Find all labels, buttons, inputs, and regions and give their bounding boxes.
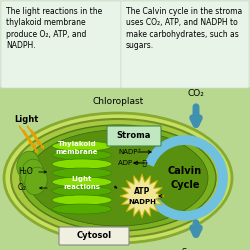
Text: ADP + Ⓟ: ADP + Ⓟ bbox=[118, 160, 147, 166]
Text: Sugars: Sugars bbox=[182, 248, 210, 250]
FancyBboxPatch shape bbox=[59, 227, 129, 245]
Ellipse shape bbox=[20, 125, 216, 231]
Text: Chloroplast: Chloroplast bbox=[92, 96, 144, 106]
Ellipse shape bbox=[52, 204, 112, 214]
Text: O₂: O₂ bbox=[18, 184, 27, 192]
Text: NADP⁺: NADP⁺ bbox=[118, 149, 141, 155]
Polygon shape bbox=[120, 174, 164, 218]
Text: H₂O: H₂O bbox=[18, 168, 33, 176]
Ellipse shape bbox=[52, 195, 112, 205]
Ellipse shape bbox=[52, 159, 112, 169]
Ellipse shape bbox=[52, 177, 112, 187]
Ellipse shape bbox=[4, 113, 232, 243]
Text: Light: Light bbox=[14, 115, 38, 124]
Bar bbox=[0, 87, 250, 250]
Text: Calvin
Cycle: Calvin Cycle bbox=[168, 166, 202, 190]
Text: Cytosol: Cytosol bbox=[76, 232, 112, 240]
Text: Stroma: Stroma bbox=[117, 132, 151, 140]
Ellipse shape bbox=[52, 141, 112, 151]
Ellipse shape bbox=[17, 151, 39, 179]
FancyBboxPatch shape bbox=[107, 126, 161, 146]
Ellipse shape bbox=[21, 159, 43, 187]
Text: NADPH: NADPH bbox=[128, 199, 156, 205]
Ellipse shape bbox=[52, 168, 112, 178]
Text: Light
reactions: Light reactions bbox=[64, 176, 100, 190]
Ellipse shape bbox=[52, 186, 112, 196]
Ellipse shape bbox=[11, 119, 225, 237]
Text: The light reactions in the
thylakoid membrane
produce O₂, ATP, and
NADPH.: The light reactions in the thylakoid mem… bbox=[6, 7, 102, 50]
Ellipse shape bbox=[52, 150, 112, 160]
FancyBboxPatch shape bbox=[1, 1, 121, 88]
Text: The Calvin cycle in the stroma
uses CO₂, ATP, and NADPH to
make carbohydrates, s: The Calvin cycle in the stroma uses CO₂,… bbox=[126, 7, 242, 50]
Text: CO₂: CO₂ bbox=[188, 89, 204, 98]
Text: ATP: ATP bbox=[134, 188, 150, 196]
FancyArrowPatch shape bbox=[193, 223, 199, 234]
Ellipse shape bbox=[28, 130, 208, 226]
FancyArrowPatch shape bbox=[193, 107, 199, 124]
FancyBboxPatch shape bbox=[121, 1, 249, 88]
Text: Thylakoid
membrane: Thylakoid membrane bbox=[56, 141, 98, 155]
Ellipse shape bbox=[25, 167, 47, 195]
